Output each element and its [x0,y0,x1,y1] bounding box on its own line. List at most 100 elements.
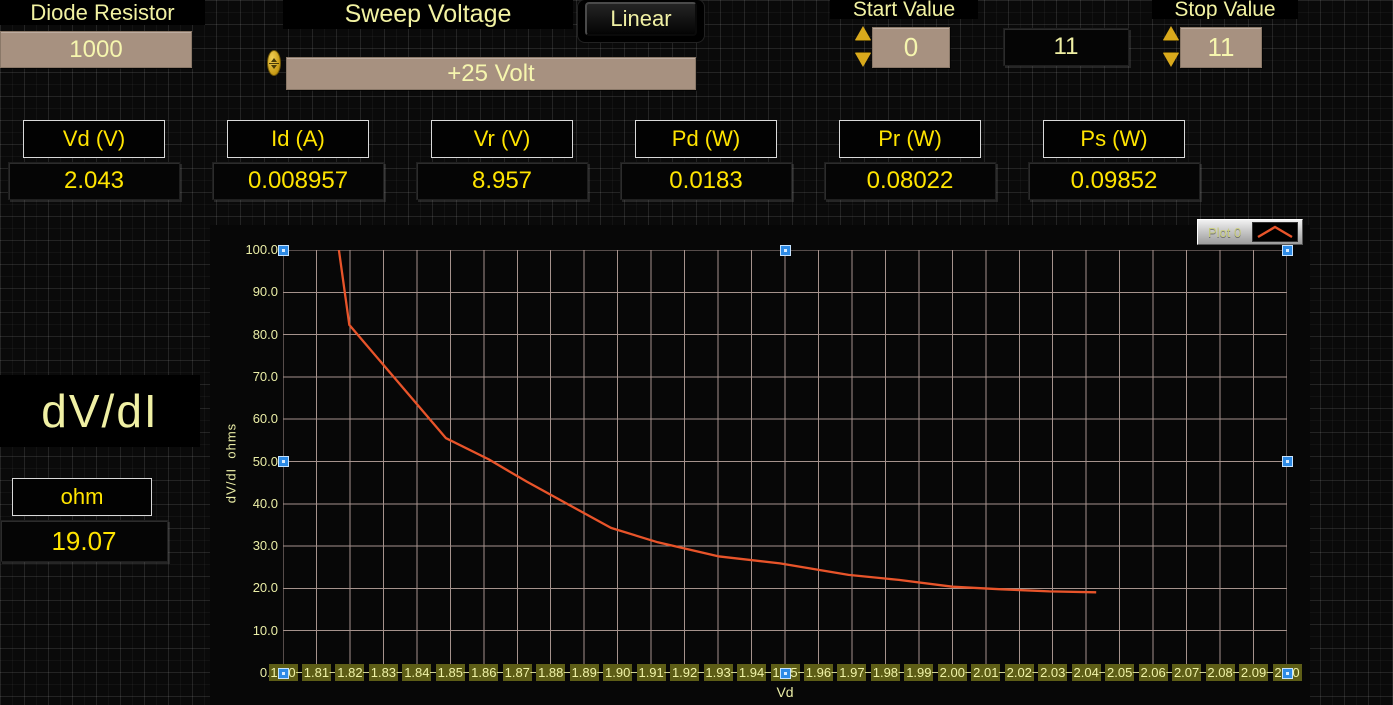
dvdi-title: dV/dI [41,385,159,437]
x-tick-label: 2.05 [1105,664,1135,681]
sweep-voltage-label: Sweep Voltage [283,0,573,29]
selection-handle[interactable] [1281,456,1293,467]
vd-indicator: 2.043 [8,162,180,200]
x-tick-label: 1.93 [703,664,733,681]
stop-value-label: Stop Value [1152,0,1298,19]
x-tick-separator: – [898,664,906,679]
pd-label-text: Pd (W) [671,126,741,151]
diode-resistor-input[interactable]: 1000 [0,31,192,68]
linear-button-label: Linear [610,6,672,31]
selection-handle[interactable] [1281,667,1293,679]
ps-label: Ps (W) [1043,120,1185,158]
x-tick-separator: – [496,664,505,679]
selection-handle[interactable] [277,456,289,467]
start-value-increment-icon[interactable] [855,26,871,40]
dvdi-unit-box: ohm [12,478,152,516]
sweep-voltage-decrement-icon[interactable] [271,64,277,69]
pr-indicator: 0.08022 [824,162,996,200]
x-tick-label: 1.87 [502,664,532,681]
sweep-voltage-increment-icon[interactable] [271,57,277,62]
sweep-voltage-select[interactable]: +25 Volt [286,57,696,90]
vr-indicator: 8.957 [416,162,588,200]
x-tick-label: 2.09 [1239,664,1269,681]
selection-handle[interactable] [1281,244,1293,256]
x-tick-label: 1.88 [536,664,566,681]
selection-handle[interactable] [779,244,791,256]
x-tick-label: 2.08 [1205,664,1235,681]
y-tick-label: 60.0 [252,411,278,427]
x-tick-separator: – [396,664,404,679]
x-tick-label: 1.81 [301,664,331,681]
selection-handle[interactable] [779,667,791,679]
plot-0-curve [337,250,1097,594]
sweep-voltage-value: +25 Volt [447,59,535,87]
linear-button[interactable]: Linear [585,2,697,36]
sweep-voltage-spinner[interactable] [267,50,281,76]
y-tick-label: 100.0 [245,242,278,257]
diode-resistor-label: Diode Resistor [0,0,205,25]
ps-value: 0.09852 [1070,167,1158,194]
pr-label: Pr (W) [839,120,981,158]
x-tick-separator: – [965,664,973,679]
x-tick-label: 1.97 [837,664,867,681]
start-value-input[interactable]: 0 [872,27,950,68]
x-tick-separator: – [463,664,471,679]
vd-value: 2.043 [63,167,125,194]
stop-value-input[interactable]: 11 [1180,27,1262,68]
stop-value-increment-icon[interactable] [1163,26,1179,40]
dvdi-indicator: 19.07 [0,520,168,562]
stop-value-decrement-icon[interactable] [1163,53,1179,67]
x-tick-separator: – [731,664,739,679]
x-tick-separator: – [1032,664,1040,679]
start-value-label-text: Start Value [852,0,956,19]
x-tick-label: 1.85 [435,664,465,681]
x-tick-label: 1.84 [402,664,432,681]
x-tick-label: 2.00 [937,664,967,681]
spinner-divider [269,62,279,64]
chart-panel [210,225,1310,705]
x-tick-label: 2.04 [1071,664,1101,681]
plot-area[interactable] [283,250,1287,673]
x-tick-separator: – [798,664,806,679]
x-tick-label: 2.03 [1038,664,1068,681]
x-tick-separator: – [429,664,438,679]
x-axis-title: Vd [776,684,794,700]
dvdi-value: 19.07 [51,525,117,556]
x-tick-label: 1.94 [737,664,767,681]
x-tick-separator: – [1266,664,1274,679]
x-tick-separator: – [1199,664,1207,679]
x-tick-separator: – [998,664,1007,679]
x-tick-label: 1.92 [670,664,700,681]
id-value: 0.008957 [247,167,349,194]
x-tick-label: 1.82 [335,664,365,681]
vr-label: Vr (V) [431,120,573,158]
x-tick-label: 1.96 [803,664,833,681]
diode-resistor-label-text: Diode Resistor [30,0,175,25]
x-tick-separator: – [1233,664,1241,679]
start-value-decrement-icon[interactable] [855,53,871,67]
x-tick-separator: – [931,664,940,679]
selection-handle[interactable] [277,667,289,679]
stop-value-label-text: Stop Value [1174,0,1276,19]
vr-value: 8.957 [471,167,533,194]
vr-label-text: Vr (V) [473,126,531,151]
x-tick-label: 1.83 [368,664,398,681]
x-tick-label: 2.02 [1004,664,1034,681]
y-tick-label: 50.0 [252,453,278,469]
x-tick-separator: – [597,664,605,679]
selection-handle[interactable] [277,244,289,256]
id-label-text: Id (A) [271,126,325,151]
x-tick-label: 1.98 [870,664,900,681]
x-tick-label: 1.99 [904,664,934,681]
ps-indicator: 0.09852 [1028,162,1200,200]
x-tick-separator: – [1065,664,1074,679]
ps-label-text: Ps (W) [1080,126,1148,151]
vd-label: Vd (V) [23,120,165,158]
x-tick-separator: – [329,664,337,679]
start-value-label: Start Value [830,0,978,19]
x-tick-separator: – [664,664,672,679]
chart-legend[interactable]: Plot 0 [1197,219,1303,245]
sweep-voltage-label-text: Sweep Voltage [344,0,512,28]
plot-line-sample-icon[interactable] [1252,222,1298,242]
dvdi-title-panel: dV/dI [0,375,200,447]
